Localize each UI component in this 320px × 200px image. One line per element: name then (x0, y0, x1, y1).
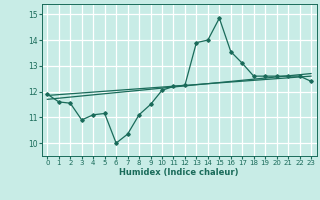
X-axis label: Humidex (Indice chaleur): Humidex (Indice chaleur) (119, 168, 239, 177)
